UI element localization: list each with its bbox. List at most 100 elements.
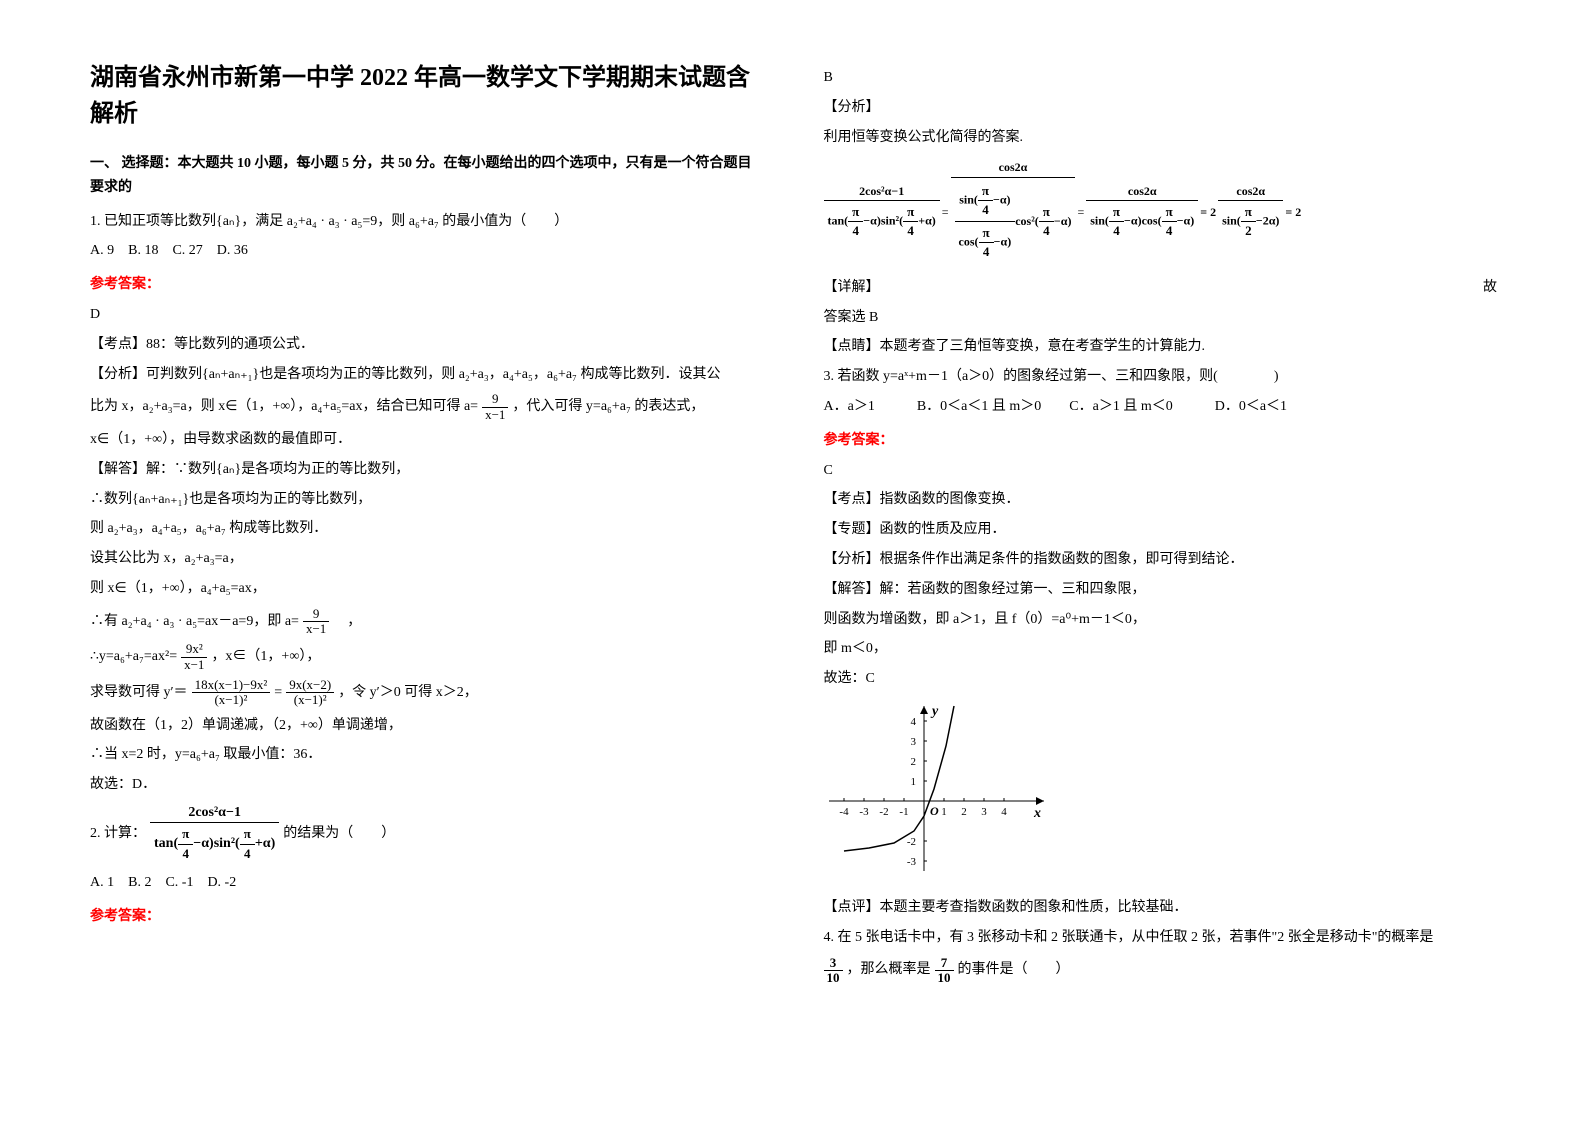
fraction: 18x(x−1)−9x² (x−1)²: [192, 678, 271, 708]
q1-line: ∴y=a₆+a₇=ax²= 9x² x−1 ，x∈（1，+∞），: [90, 642, 764, 672]
denominator: sin(π4−α)cos(π4−α)cos²(π4−α): [951, 178, 1076, 266]
svg-text:-2: -2: [906, 836, 915, 848]
text-run: 故: [1483, 276, 1497, 300]
origin-label: O: [930, 804, 939, 818]
q1-line: ∴有 a₂+a₄ · a₃ · a₅=ax－a=9，即 a= 9 x−1 ，: [90, 607, 764, 637]
answer-label: 参考答案：: [90, 905, 764, 929]
numerator: π: [178, 825, 193, 844]
svg-text:2: 2: [910, 756, 916, 768]
numerator: cos2α: [951, 159, 1076, 177]
fraction: 7 10: [935, 956, 954, 986]
q3-answer: C: [824, 459, 1498, 483]
q3-line: 则函数为增函数，即 a＞1，且 f（0）=a⁰+m－1＜0，: [824, 608, 1498, 632]
q1-line: ∴当 x=2 时，y=a₆+a₇ 取最小值：36．: [90, 743, 764, 767]
fraction: cos2α sin(π4−α)cos(π4−α)cos²(π4−α): [951, 159, 1076, 265]
equals: =: [274, 681, 282, 705]
fraction: 9 x−1: [303, 607, 329, 637]
text-run: ，代入可得 y=a₆+a₇ 的表达式，: [512, 395, 704, 419]
denominator: (x−1)²: [192, 693, 271, 707]
q1-line: 【解答】解：∵数列{aₙ}是各项均为正的等比数列，: [90, 458, 764, 482]
svg-text:-3: -3: [906, 856, 916, 868]
q1-line: 设其公比为 x，a₂+a₃=a，: [90, 547, 764, 571]
q3-graph: -4 -3 -2 -1 1 2 3 4 1 2 3 4 -2 -3: [824, 701, 1498, 886]
numerator: 3: [824, 956, 843, 971]
text-run: ，x∈（1，+∞），: [211, 645, 320, 669]
curve: [844, 706, 954, 851]
numerator: 7: [935, 956, 954, 971]
denominator: (x−1)²: [286, 693, 334, 707]
q3-line: 故选：C: [824, 667, 1498, 691]
q1-line: 求导数可得 y′＝ 18x(x−1)−9x² (x−1)² = 9x(x−2) …: [90, 678, 764, 708]
numerator: 2cos²α−1: [824, 183, 940, 201]
fraction: π4: [240, 825, 255, 863]
fraction: cos2α sin(π2−2α): [1218, 183, 1283, 243]
answer-label: 参考答案：: [824, 429, 1498, 453]
section-header: 一、 选择题：本大题共 10 小题，每小题 5 分，共 50 分。在每小题给出的…: [90, 152, 764, 200]
fraction: 9x² x−1: [181, 642, 207, 672]
q2-options: A. 1 B. 2 C. -1 D. -2: [90, 871, 764, 895]
right-column: B 【分析】 利用恒等变换公式化简得的答案. 2cos²α−1 tan(π4−α…: [824, 60, 1498, 991]
numerator: π: [240, 825, 255, 844]
q1-options: A. 9 B. 18 C. 27 D. 36: [90, 239, 764, 263]
q4-tail: 3 10 ，那么概率是 7 10 的事件是（ ）: [824, 956, 1498, 986]
q1-line: 【考点】88：等比数列的通项公式．: [90, 333, 764, 357]
q3-line: 【考点】指数函数的图像变换．: [824, 488, 1498, 512]
q4-stem: 4. 在 5 张电话卡中，有 3 张移动卡和 2 张联通卡，从中任取 2 张，若…: [824, 926, 1498, 950]
fraction: 2cos²α−1 tan(π4−α)sin²(π4+α): [150, 803, 279, 865]
y-label: y: [930, 704, 939, 719]
denominator: 10: [935, 971, 954, 985]
q2-answer: B: [824, 66, 1498, 90]
numerator: 2cos²α−1: [150, 803, 279, 823]
text-run: = 2: [1200, 205, 1216, 220]
text-run: tan: [154, 836, 173, 851]
doc-title: 湖南省永州市新第一中学 2022 年高一数学文下学期期末试题含解析: [90, 60, 764, 132]
numerator: cos2α: [1086, 183, 1198, 201]
denominator: 4: [178, 845, 193, 863]
denominator: 10: [824, 971, 843, 985]
q1-line: 则 a₂+a₃，a₄+a₅，a₆+a₇ 构成等比数列．: [90, 517, 764, 541]
arrow-icon: [1036, 797, 1044, 805]
q3-line: 【专题】函数的性质及应用．: [824, 518, 1498, 542]
text-run: 的事件是（ ）: [958, 958, 1070, 982]
q3-line: 【分析】根据条件作出满足条件的指数函数的图象，即可得到结论．: [824, 548, 1498, 572]
numerator: 9: [482, 392, 508, 407]
q2-line: 【分析】: [824, 96, 1498, 120]
numerator: 18x(x−1)−9x²: [192, 678, 271, 693]
text-run: ，: [333, 610, 361, 634]
svg-text:-2: -2: [879, 806, 888, 818]
denominator: tan(π4−α)sin²(π4+α): [824, 201, 940, 243]
fraction: 9x(x−2) (x−1)²: [286, 678, 334, 708]
q3-stem: 3. 若函数 y=aˣ+m－1（a＞0）的图象经过第一、三和四象限，则( ): [824, 365, 1498, 389]
x-label: x: [1033, 806, 1041, 821]
svg-text:3: 3: [910, 736, 916, 748]
svg-text:-1: -1: [899, 806, 908, 818]
text-run: ∴y=a₆+a₇=ax²=: [90, 645, 177, 669]
denominator: 4: [240, 845, 255, 863]
q3-line: 【点评】本题主要考查指数函数的图象和性质，比较基础．: [824, 896, 1498, 920]
text-run: ，那么概率是: [847, 958, 931, 982]
q1-line: ∴数列{aₙ+aₙ₊₁}也是各项均为正的等比数列，: [90, 488, 764, 512]
fraction: π4: [178, 825, 193, 863]
svg-text:4: 4: [910, 716, 916, 728]
svg-text:-4: -4: [839, 806, 849, 818]
equals: =: [1077, 205, 1084, 220]
svg-text:1: 1: [910, 776, 916, 788]
q3-line: 【解答】解：若函数的图象经过第一、三和四象限，: [824, 578, 1498, 602]
q2-line: 【点睛】本题考查了三角恒等变换，意在考查学生的计算能力.: [824, 335, 1498, 359]
denominator: sin(π4−α)cos(π4−α): [1086, 201, 1198, 243]
numerator: 9x²: [181, 642, 207, 657]
text-run: = 2: [1285, 205, 1301, 220]
q3-options: A．a＞1 B．0＜a＜1 且 m＞0 C．a＞1 且 m＜0 D．0＜a＜1: [824, 395, 1498, 419]
fraction: 2cos²α−1 tan(π4−α)sin²(π4+α): [824, 183, 940, 243]
q1-line: 故函数在（1，2）单调递减，（2，+∞）单调递增，: [90, 714, 764, 738]
arrow-icon: [920, 706, 928, 714]
q1-answer: D: [90, 303, 764, 327]
denominator: x−1: [482, 408, 508, 422]
text-run: ∴有 a₂+a₄ · a₃ · a₅=ax－a=9，即 a=: [90, 610, 299, 634]
svg-text:2: 2: [961, 806, 967, 818]
text-run: ，令 y′＞0 可得 x＞2，: [338, 681, 478, 705]
fraction: cos2α sin(π4−α)cos(π4−α): [1086, 183, 1198, 243]
svg-text:-3: -3: [859, 806, 869, 818]
left-column: 湖南省永州市新第一中学 2022 年高一数学文下学期期末试题含解析 一、 选择题…: [90, 60, 764, 991]
graph-svg: -4 -3 -2 -1 1 2 3 4 1 2 3 4 -2 -3: [824, 701, 1054, 881]
